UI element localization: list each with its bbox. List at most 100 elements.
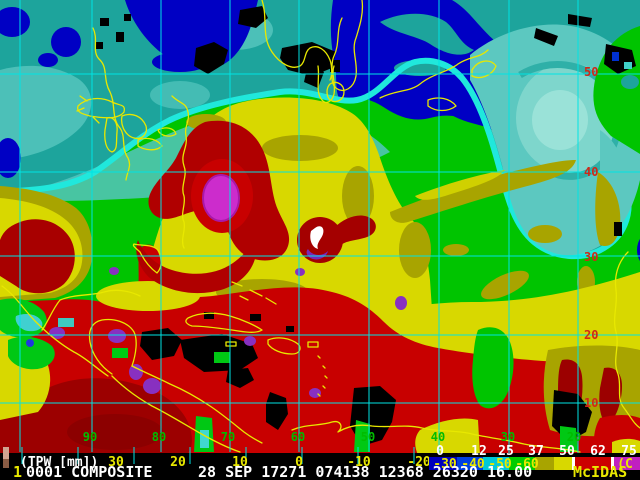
lake-huron [120, 113, 148, 140]
colorbar-scale-label: 25 [498, 444, 514, 459]
coast-antilles-arc [317, 355, 328, 397]
coast-gulf [41, 289, 141, 331]
coast-central-america-n [131, 365, 263, 444]
cloud-teal-spec [58, 318, 74, 327]
bar-lon-label: -10 [347, 455, 371, 470]
coast-st-lawrence [329, 17, 489, 99]
coast-west-africa [613, 251, 640, 429]
teal-inclusion [380, 13, 474, 55]
colorbar-scale-label: 75 [621, 444, 637, 459]
colorbar-scale-label: 37 [528, 444, 544, 459]
teal-patch [621, 75, 639, 89]
lon-label: 60 [291, 430, 305, 444]
yellow-se-tip [612, 438, 640, 455]
bar-lon-label: 10 [232, 455, 248, 470]
teal-light-left [0, 65, 92, 160]
coast-nova-scotia [427, 97, 457, 112]
coast-puerto-rico [307, 341, 319, 348]
lon-label: 20 [567, 430, 581, 444]
colorbar-overlay-label: (C [617, 457, 633, 472]
tpw-colorbar [429, 457, 640, 470]
bar-lon-label: 20 [170, 455, 186, 470]
cloud-blue-dot [26, 339, 34, 347]
coastlines [1, 0, 640, 453]
colorbar-overlay-label: -40 [461, 457, 485, 472]
lon-label: 80 [152, 430, 166, 444]
lat-label: 10 [584, 396, 598, 410]
grid-ticks-in-bar [21, 447, 415, 464]
colorbar-segment [572, 457, 575, 470]
moist-boundary-cyan [0, 57, 640, 260]
cloud-cyan-spec [624, 62, 632, 69]
status-bar: (TPW [mm]) 30 20 10 0 -10 -20 0 12 25 37 50 62 75 -… [0, 444, 640, 480]
colorbar-segment [614, 457, 640, 470]
colorbar-scale-label: 12 [471, 444, 487, 459]
colorbar-overlay-label: -60 [515, 457, 539, 472]
storm2-eye-cloud [310, 226, 324, 249]
teal-light-patch [150, 81, 210, 109]
frame-number: 1 [13, 463, 22, 480]
colorbar-scale-label: 0 [436, 444, 444, 459]
colorbar-scale-label: 62 [590, 444, 606, 459]
coast-anticosti [326, 81, 345, 103]
lake-erie [137, 137, 163, 151]
lat-label: 40 [584, 165, 598, 179]
lon-label: 50 [361, 430, 375, 444]
coast-us-east [171, 95, 190, 249]
coast-hudson-bay [261, 0, 364, 91]
colorbar-segment [554, 457, 572, 470]
colorbar-segment [457, 457, 483, 470]
lake-michigan [104, 116, 118, 153]
coast-cuba [185, 312, 263, 333]
coast-south-america [291, 420, 581, 453]
cloud-green-column3 [560, 426, 578, 452]
lon-label: 90 [83, 430, 97, 444]
colorbar-segment [535, 457, 554, 470]
storm2-claw [333, 215, 376, 246]
green-tongue-se [472, 327, 514, 409]
colorbar-overlay-labels: -30 -40 -50 -60 (C [433, 457, 633, 472]
mcidas-brand: McIDAS [573, 463, 627, 480]
lake-superior [76, 97, 126, 119]
map-coordinate-labels: 50 40 30 20 10 90 80 70 60 50 40 30 20 [83, 65, 599, 444]
yellow-wedge [415, 418, 480, 455]
lat-label: 30 [584, 250, 598, 264]
cloud-cyan-core [200, 430, 209, 448]
colorbar-overlay-label: -50 [488, 457, 512, 472]
cloud-blue-spec [612, 52, 619, 61]
colorbar-scale-labels: 0 12 25 37 50 62 75 [436, 444, 637, 459]
coast-central-america-s [111, 375, 241, 453]
cloud-green-spec [112, 348, 128, 358]
colorbar-segment [575, 457, 611, 470]
cloud-green-spec [214, 352, 230, 363]
product-units-label: (TPW [mm]) [20, 455, 98, 470]
lat-label: 20 [584, 328, 598, 342]
storm-main-core-magenta [202, 174, 240, 222]
dataset-label: 0001 COMPOSITE [26, 463, 152, 480]
colorbar-segment [429, 457, 457, 470]
colorbar-segment [483, 457, 509, 470]
storm-secondary [297, 215, 376, 263]
colorbar-segment [611, 457, 614, 470]
darkest-red-core [67, 414, 163, 450]
cloud-cyan-sw [15, 314, 43, 332]
lat-label: 50 [584, 65, 598, 79]
cloud-green-column2 [354, 420, 370, 452]
frame-marker-top [3, 447, 9, 459]
cloud-purple-blobs [49, 267, 407, 398]
coast-james-bay [317, 65, 336, 104]
lon-label: 30 [501, 430, 515, 444]
coast-newfoundland [471, 60, 497, 79]
bar-lon-label: 30 [108, 455, 124, 470]
storm-main-tail [136, 238, 257, 294]
bar-longitude-labels: 30 20 10 0 -10 -20 [108, 455, 431, 470]
storm2-purple-arc [306, 249, 328, 260]
lake-ontario [157, 127, 177, 137]
coast-bahamas [231, 281, 277, 305]
coast-pacific-nw [92, 27, 131, 181]
colorbar-scale-label: 50 [559, 444, 575, 459]
coast-jamaica [225, 341, 237, 347]
